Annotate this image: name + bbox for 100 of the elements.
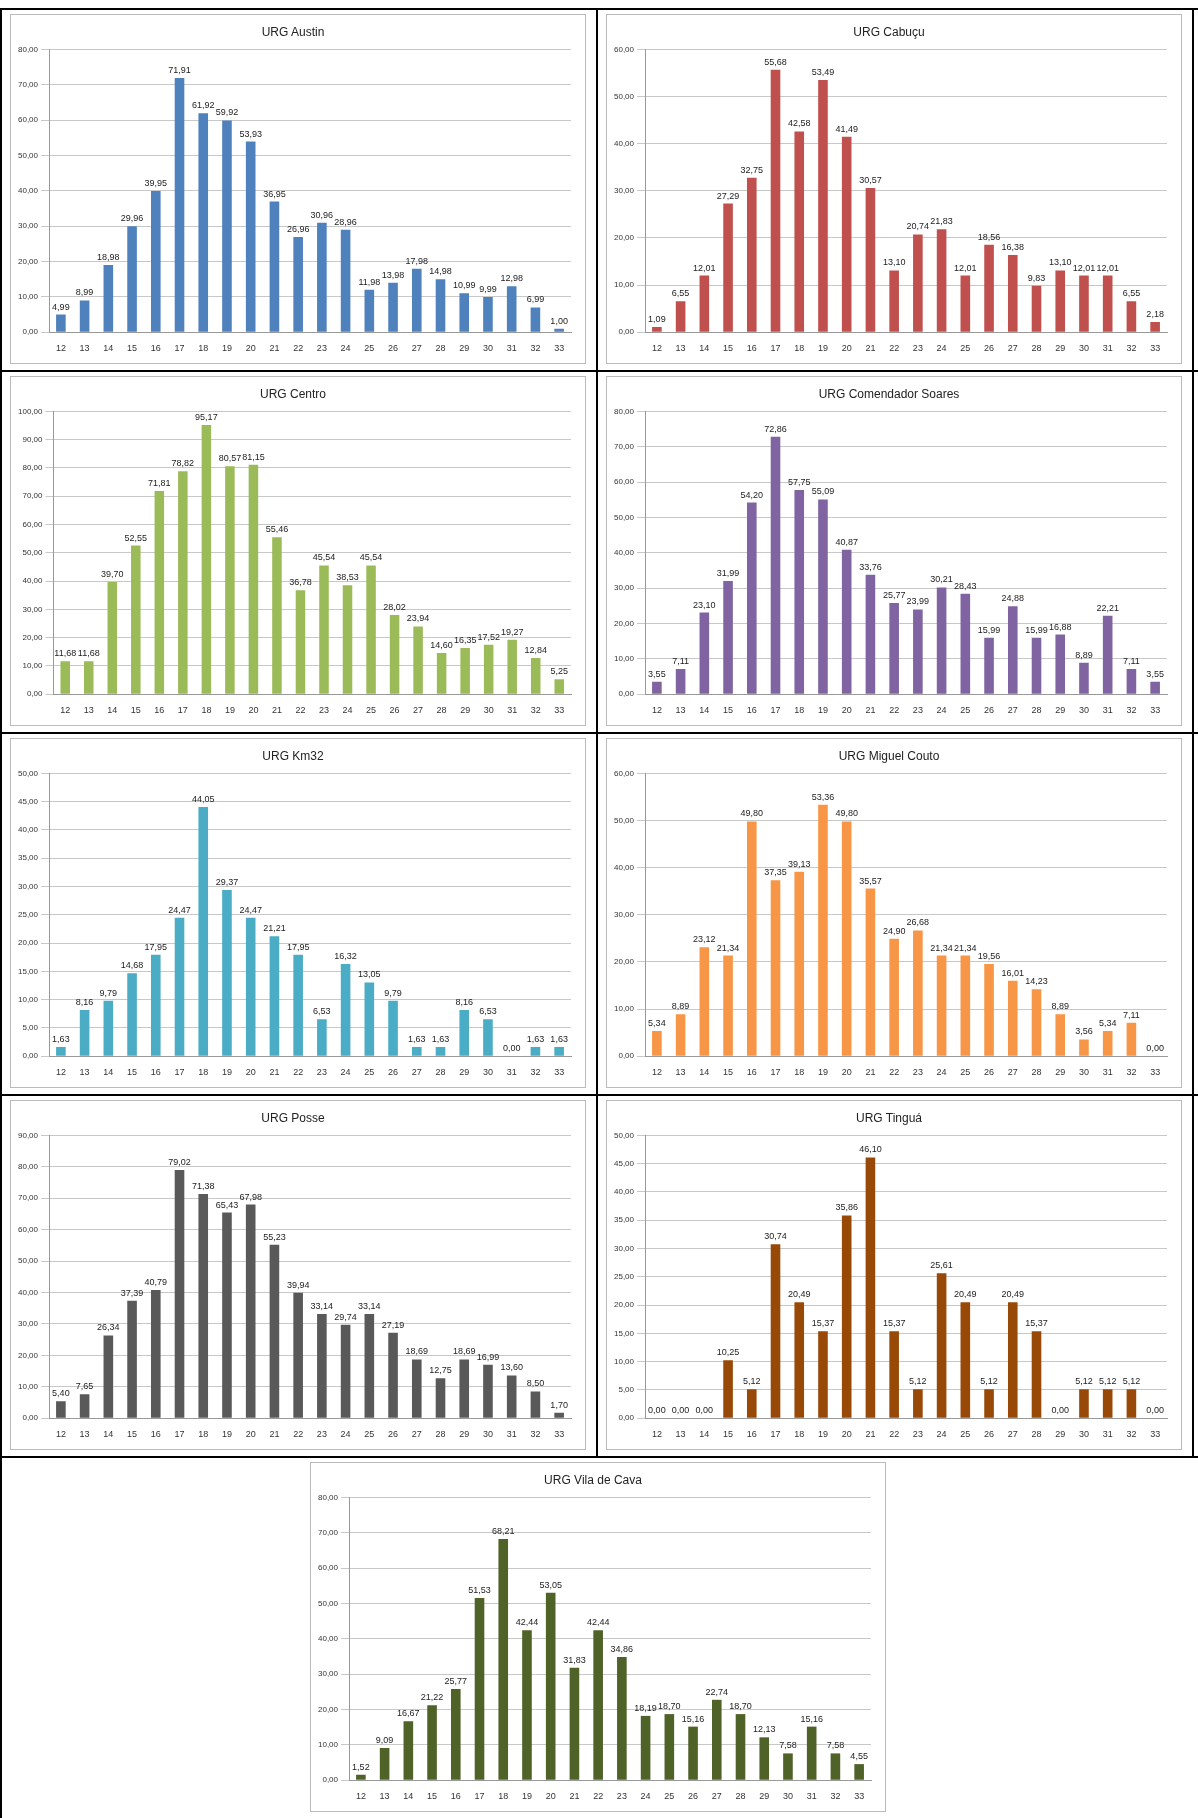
data-label: 40,79: [144, 1277, 168, 1288]
x-tick-label: 21: [865, 343, 876, 354]
x-tick-label: 14: [103, 343, 114, 354]
x-tick-label: 16: [746, 343, 757, 354]
x-tick-label: 32: [830, 1791, 841, 1802]
y-tick-label: 5,00: [22, 1023, 39, 1033]
data-label: 29,96: [120, 213, 144, 224]
data-label: 8,89: [1051, 1001, 1069, 1012]
bar: [913, 1389, 923, 1418]
bar: [913, 930, 923, 1056]
data-label: 20,74: [906, 221, 930, 232]
x-tick-label: 18: [198, 1067, 209, 1078]
x-tick-label: 27: [413, 705, 424, 716]
bar: [1150, 321, 1160, 332]
y-tick-label: 20,00: [17, 938, 39, 948]
data-label: 15,37: [811, 1318, 835, 1329]
data-label: 54,20: [740, 489, 764, 500]
data-label: 65,43: [215, 1199, 239, 1210]
x-tick-label: 15: [127, 1429, 138, 1440]
x-tick-label: 16: [150, 1429, 161, 1440]
y-tick-label: 20,00: [17, 256, 39, 266]
x-tick-label: 14: [103, 1067, 114, 1078]
x-tick-label: 12: [60, 705, 71, 716]
data-label: 21,34: [716, 942, 740, 953]
data-label: 23,10: [693, 599, 716, 610]
x-tick-label: 15: [127, 1067, 138, 1078]
y-tick-label: 30,00: [613, 186, 635, 195]
data-label: 53,05: [539, 1579, 562, 1590]
x-tick-label: 23: [616, 1791, 627, 1802]
x-tick-label: 15: [723, 705, 734, 716]
x-tick-label: 24: [340, 1429, 351, 1440]
x-tick-label: 17: [174, 1429, 185, 1440]
data-label: 5,34: [648, 1018, 666, 1029]
bar: [889, 270, 899, 332]
x-tick-label: 12: [55, 1067, 66, 1078]
x-tick-label: 27: [1007, 705, 1018, 716]
x-tick-label: 28: [735, 1791, 746, 1802]
data-label: 29,37: [215, 877, 239, 888]
data-label: 53,36: [811, 791, 835, 802]
data-label: 21,22: [420, 1692, 444, 1703]
x-tick-label: 20: [248, 705, 259, 716]
x-tick-label: 33: [554, 1067, 565, 1078]
bar: [131, 545, 141, 694]
data-label: 53,93: [239, 128, 262, 139]
data-label: 39,13: [787, 858, 811, 869]
y-tick-label: 30,00: [17, 881, 39, 891]
bar: [474, 1598, 485, 1780]
data-label: 12,13: [752, 1724, 776, 1735]
bar: [150, 190, 161, 332]
data-label: 16,35: [453, 634, 477, 645]
x-tick-label: 30: [1078, 1067, 1089, 1078]
x-tick-label: 29: [459, 343, 470, 354]
data-label: 55,68: [764, 56, 787, 67]
bar: [984, 244, 994, 332]
x-tick-label: 14: [103, 1429, 114, 1440]
data-label: 0,00: [671, 1405, 690, 1416]
x-tick-label: 14: [403, 1791, 414, 1802]
data-label: 16,67: [397, 1708, 420, 1719]
data-label: 6,53: [313, 1006, 331, 1017]
data-label: 71,91: [168, 64, 191, 75]
y-tick-label: 10,00: [613, 654, 635, 664]
data-label: 40,87: [835, 536, 858, 547]
data-label: 36,78: [289, 577, 312, 588]
bar: [830, 1753, 841, 1780]
x-tick-label: 31: [506, 1429, 517, 1440]
x-tick-label: 14: [699, 705, 710, 716]
data-label: 5,12: [909, 1376, 927, 1387]
x-tick-label: 26: [984, 1429, 995, 1440]
bar: [913, 234, 923, 332]
x-tick-label: 18: [498, 1791, 509, 1802]
bar: [1007, 255, 1018, 332]
x-tick-label: 23: [912, 705, 923, 716]
x-tick-label: 26: [984, 343, 995, 354]
data-label: 42,44: [515, 1617, 539, 1628]
y-tick-label: 70,00: [22, 491, 44, 501]
data-label: 6,55: [671, 288, 690, 299]
x-tick-label: 18: [794, 1429, 805, 1440]
x-tick-label: 30: [1078, 343, 1089, 354]
x-tick-label: 16: [150, 343, 161, 354]
bar: [723, 581, 733, 694]
chart-title: URG Miguel Couto: [838, 748, 940, 763]
y-tick-label: 40,00: [317, 1634, 339, 1643]
data-label: 13,10: [1048, 257, 1072, 268]
x-tick-label: 28: [1031, 1067, 1042, 1078]
x-tick-label: 15: [127, 343, 138, 354]
data-label: 17,98: [405, 255, 429, 266]
x-tick-label: 26: [688, 1791, 699, 1802]
bar: [735, 1714, 746, 1780]
data-label: 55,23: [263, 1231, 286, 1242]
y-tick-label: 45,00: [17, 796, 39, 806]
bar: [593, 1630, 603, 1780]
data-label: 6,55: [1122, 288, 1141, 299]
x-tick-label: 23: [912, 1067, 923, 1078]
bar: [436, 652, 447, 694]
data-label: 45,54: [359, 552, 383, 563]
chart-title: URG Km32: [262, 748, 324, 763]
bar: [366, 565, 376, 694]
y-tick-label: 0,00: [618, 1051, 635, 1061]
y-tick-label: 50,00: [613, 1130, 635, 1140]
data-label: 9,79: [99, 987, 118, 998]
